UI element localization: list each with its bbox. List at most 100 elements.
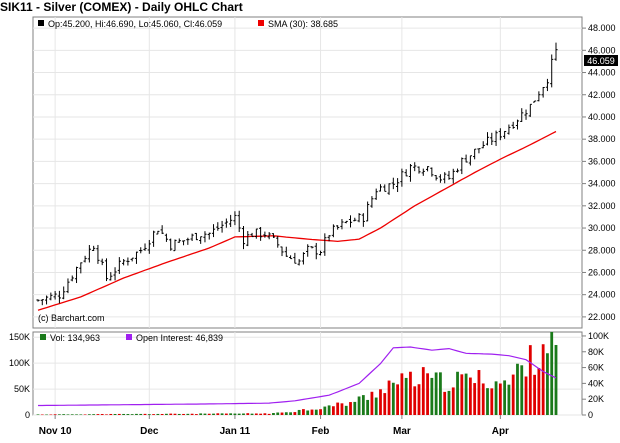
- ohlc-bar: [503, 130, 507, 139]
- volume-bar: [143, 413, 147, 415]
- ohlc-bar: [473, 148, 477, 160]
- ohlc-bar: [100, 258, 104, 266]
- ohlc-bar: [348, 215, 353, 228]
- ohlc-bar: [44, 295, 49, 305]
- volume-bar: [426, 373, 429, 415]
- price-tick-label: 48.000: [588, 23, 616, 33]
- volume-bar: [169, 413, 173, 415]
- ohlc-bar: [528, 103, 532, 117]
- ohlc-bar: [361, 213, 365, 227]
- sma-legend-label: SMA (30): 38.685: [268, 19, 338, 29]
- volume-bar: [70, 414, 74, 415]
- volume-bar: [537, 368, 541, 415]
- volume-bar: [229, 413, 233, 415]
- volume-bar: [280, 412, 284, 415]
- volume-bar: [456, 371, 459, 415]
- ohlc-bar: [438, 174, 443, 183]
- ohlc-bar: [447, 170, 451, 180]
- volume-bar: [507, 384, 511, 415]
- volume-bar: [284, 412, 288, 415]
- volume-bar: [396, 384, 400, 415]
- volume-legend-swatch: [40, 334, 46, 340]
- chart-title: SIK11 - Silver (COMEX) - Daily OHLC Char…: [0, 0, 243, 14]
- volume-bar: [58, 414, 61, 415]
- x-tick-label: Nov 10: [39, 426, 72, 437]
- volume-bar: [490, 388, 494, 415]
- volume-bar: [323, 406, 327, 415]
- ohlc-bar: [139, 247, 143, 254]
- volume-bar: [357, 396, 361, 415]
- volume-legend-label: Vol: 134,963: [50, 333, 100, 343]
- volume-bar: [383, 393, 387, 415]
- ohlc-bar: [443, 172, 447, 184]
- volume-bar: [439, 372, 442, 415]
- price-tick-label: 22.000: [588, 312, 616, 322]
- volume-bar: [92, 414, 96, 415]
- volume-bar: [340, 403, 344, 415]
- volume-bar: [233, 413, 237, 415]
- volume-bar: [336, 402, 340, 415]
- price-tick-label: 38.000: [588, 134, 616, 144]
- volume-bar: [173, 413, 177, 415]
- volume-bar: [310, 409, 314, 415]
- volume-bar: [361, 395, 365, 415]
- volume-bar: [237, 413, 241, 415]
- volume-bar: [75, 414, 78, 415]
- oi-legend-label: Open Interest: 46,839: [136, 333, 223, 343]
- ohlc-bar: [515, 119, 520, 130]
- volume-bar: [554, 344, 558, 415]
- volume-bar: [319, 409, 322, 415]
- volume-bar: [494, 381, 498, 415]
- volume-bar: [541, 344, 545, 415]
- volume-bar: [413, 386, 417, 415]
- x-tick-label: Feb: [312, 426, 330, 437]
- ohlc-bar: [40, 299, 44, 306]
- ohlc-bar: [216, 222, 220, 231]
- volume-bar: [430, 377, 434, 415]
- ohlc-bar: [79, 262, 83, 274]
- ohlc-bar: [340, 219, 344, 230]
- volume-bar: [550, 332, 554, 415]
- ohlc-bar: [53, 290, 57, 300]
- volume-bar: [468, 377, 472, 415]
- oi-legend-swatch: [126, 334, 132, 340]
- volume-bar: [481, 383, 485, 415]
- ohlc-bar: [284, 246, 288, 257]
- ohlc-bar: [74, 266, 79, 284]
- ohlc-bar: [181, 240, 186, 246]
- volume-bar: [391, 382, 395, 415]
- volume-bar: [511, 374, 515, 415]
- ohlc-bar: [481, 141, 485, 149]
- volume-bar: [242, 413, 245, 415]
- volume-bar: [353, 401, 357, 415]
- volume-bar: [177, 413, 181, 415]
- ohlc-bar: [293, 252, 297, 264]
- ohlc-bar: [451, 168, 455, 184]
- ohlc-bar: [541, 86, 545, 98]
- x-tick-label: Apr: [492, 426, 509, 437]
- last-price-label: 46.059: [587, 56, 615, 66]
- ohlc-bar: [49, 292, 53, 301]
- volume-bar: [165, 413, 168, 415]
- ohlc-bar: [276, 235, 280, 248]
- ohlc-bar: [173, 239, 177, 252]
- volume-bar: [331, 406, 335, 415]
- ohlc-bar: [203, 231, 207, 243]
- ohlc-bar: [169, 238, 173, 251]
- oi-tick-label: 100K: [588, 331, 609, 341]
- ohlc-bar: [207, 232, 211, 240]
- ohlc-bar: [425, 166, 430, 172]
- volume-bar: [203, 413, 207, 415]
- volume-bar: [520, 365, 524, 415]
- ohlc-bar: [126, 257, 130, 266]
- volume-bar: [400, 373, 404, 415]
- ohlc-legend-label: Op:45.200, Hi:46.690, Lo:45.060, Cl:46.0…: [48, 19, 222, 29]
- ohlc-bar: [301, 252, 306, 265]
- ohlc-bar: [455, 168, 460, 173]
- ohlc-bar: [220, 220, 224, 233]
- ohlc-bar: [87, 245, 91, 263]
- volume-bar: [147, 414, 151, 415]
- volume-bar: [344, 405, 348, 415]
- oi-tick-label: 40K: [588, 378, 604, 388]
- ohlc-bar: [117, 257, 121, 274]
